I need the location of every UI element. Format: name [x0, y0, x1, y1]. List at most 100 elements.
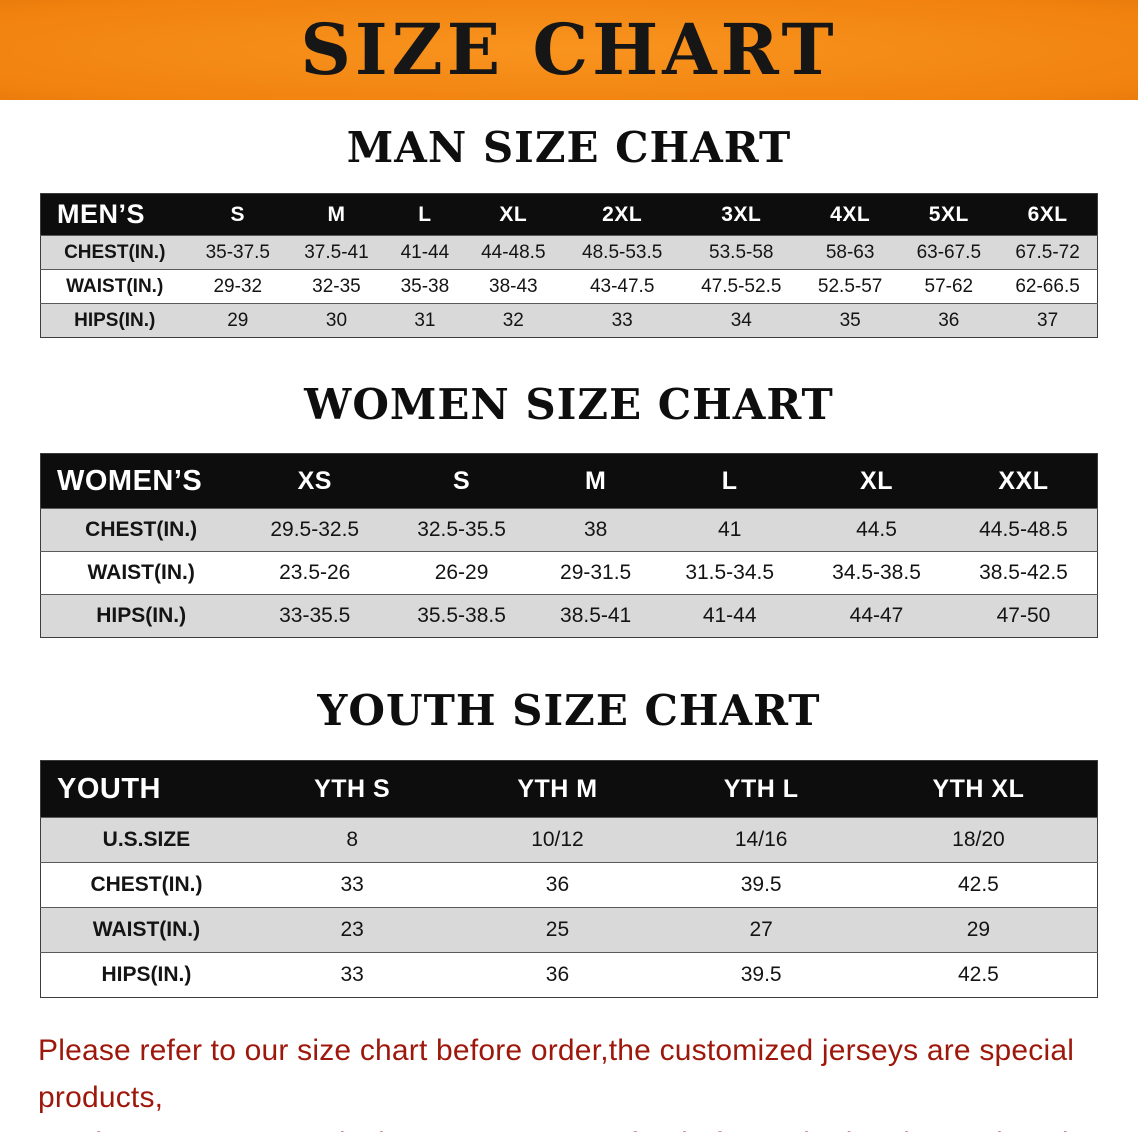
size-value: 42.5	[859, 862, 1098, 908]
size-value: 41-44	[656, 594, 804, 638]
size-column-header: M	[534, 453, 657, 509]
size-value: 25	[452, 907, 663, 953]
size-value: 33	[562, 303, 682, 338]
size-value: 23.5-26	[241, 551, 389, 595]
women-size-section: WOMEN SIZE CHART WOMEN’S XS S M L XL XXL CHEST(…	[0, 384, 1138, 638]
page-title: SIZE CHART	[300, 8, 838, 91]
size-column-header: 5XL	[899, 193, 999, 236]
size-value: 10/12	[452, 817, 663, 863]
size-column-header: S	[188, 193, 288, 236]
size-value: 34.5-38.5	[803, 551, 950, 595]
size-value: 43-47.5	[562, 269, 682, 304]
size-value: 47.5-52.5	[681, 269, 801, 304]
size-value: 32.5-35.5	[388, 508, 535, 552]
size-value: 35-38	[385, 269, 464, 304]
table-row: CHEST(IN.) 33 36 39.5 42.5	[40, 862, 1098, 908]
table-row: WAIST(IN.) 23 25 27 29	[40, 907, 1098, 953]
women-size-table: WOMEN’S XS S M L XL XXL CHEST(IN.) 29.5-32.5 32.5…	[40, 453, 1098, 638]
size-column-header: YTH S	[251, 760, 453, 818]
header-row: MEN’S S M L XL 2XL 3XL 4XL 5XL 6XL	[40, 193, 1098, 236]
table-row: U.S.SIZE 8 10/12 14/16 18/20	[40, 817, 1098, 863]
size-value: 35.5-38.5	[388, 594, 535, 638]
size-value: 26-29	[388, 551, 535, 595]
size-value: 29.5-32.5	[241, 508, 389, 552]
youth-size-table-wrap: YOUTH YTH S YTH M YTH L YTH XL U.S.SIZE 8 10/12…	[0, 760, 1138, 998]
size-column-header: S	[388, 453, 535, 509]
size-value: 14/16	[662, 817, 860, 863]
table-row: HIPS(IN.) 33-35.5 35.5-38.5 38.5-41 41-44 44-…	[40, 594, 1098, 638]
table-label-header: MEN’S	[40, 193, 189, 236]
size-column-header: XL	[803, 453, 950, 509]
size-column-header: L	[656, 453, 804, 509]
disclaimer-line-2: we don’t accept cancel, change, teturn o…	[38, 1121, 1110, 1132]
size-value: 32	[463, 303, 563, 338]
size-value: 36	[452, 952, 663, 998]
size-value: 39.5	[662, 952, 860, 998]
row-label: CHEST(IN.)	[40, 862, 252, 908]
size-value: 33-35.5	[241, 594, 389, 638]
size-column-header: XS	[241, 453, 389, 509]
size-column-header: YTH L	[662, 760, 860, 818]
man-size-table: MEN’S S M L XL 2XL 3XL 4XL 5XL 6XL CHEST(IN.) 35-37…	[40, 193, 1098, 338]
row-label: HIPS(IN.)	[40, 303, 189, 338]
table-label-header: WOMEN’S	[40, 453, 242, 509]
size-value: 41-44	[385, 235, 464, 270]
size-value: 38.5-41	[534, 594, 657, 638]
size-value: 44-47	[803, 594, 950, 638]
size-value: 31	[385, 303, 464, 338]
size-column-header: M	[287, 193, 386, 236]
row-label: U.S.SIZE	[40, 817, 252, 863]
size-value: 33	[251, 952, 453, 998]
size-value: 35	[800, 303, 900, 338]
youth-size-table: YOUTH YTH S YTH M YTH L YTH XL U.S.SIZE 8 10/12…	[40, 760, 1098, 998]
size-value: 31.5-34.5	[656, 551, 804, 595]
table-row: HIPS(IN.) 33 36 39.5 42.5	[40, 952, 1098, 998]
size-column-header: L	[385, 193, 464, 236]
size-value: 44-48.5	[463, 235, 563, 270]
women-size-table-wrap: WOMEN’S XS S M L XL XXL CHEST(IN.) 29.5-32.5 32.5…	[0, 453, 1138, 638]
man-size-table-wrap: MEN’S S M L XL 2XL 3XL 4XL 5XL 6XL CHEST(IN.) 35-37…	[0, 193, 1138, 338]
size-column-header: 4XL	[800, 193, 900, 236]
table-row: HIPS(IN.) 29 30 31 32 33 34 35 36 37	[40, 303, 1098, 338]
size-value: 62-66.5	[998, 269, 1098, 304]
size-value: 29	[859, 907, 1098, 953]
header-row: YOUTH YTH S YTH M YTH L YTH XL	[40, 760, 1098, 818]
size-value: 39.5	[662, 862, 860, 908]
table-row: WAIST(IN.) 23.5-26 26-29 29-31.5 31.5-34.5 34…	[40, 551, 1098, 595]
size-column-header: YTH XL	[859, 760, 1098, 818]
size-column-header: XXL	[949, 453, 1098, 509]
size-value: 63-67.5	[899, 235, 999, 270]
size-value: 32-35	[287, 269, 386, 304]
size-value: 27	[662, 907, 860, 953]
size-value: 23	[251, 907, 453, 953]
table-row: WAIST(IN.) 29-32 32-35 35-38 38-43 43-47.5 47.…	[40, 269, 1098, 304]
size-value: 35-37.5	[188, 235, 288, 270]
women-size-chart-title: WOMEN SIZE CHART	[304, 380, 834, 429]
size-value: 29-32	[188, 269, 288, 304]
table-row: CHEST(IN.) 35-37.5 37.5-41 41-44 44-48.5 48.5…	[40, 235, 1098, 270]
row-label: WAIST(IN.)	[40, 269, 189, 304]
size-column-header: 2XL	[562, 193, 682, 236]
size-value: 58-63	[800, 235, 900, 270]
size-column-header: YTH M	[452, 760, 663, 818]
size-value: 36	[452, 862, 663, 908]
size-value: 29-31.5	[534, 551, 657, 595]
header-row: WOMEN’S XS S M L XL XXL	[40, 453, 1098, 509]
size-value: 29	[188, 303, 288, 338]
size-value: 38.5-42.5	[949, 551, 1098, 595]
size-value: 33	[251, 862, 453, 908]
size-value: 36	[899, 303, 999, 338]
size-value: 47-50	[949, 594, 1098, 638]
size-value: 53.5-58	[681, 235, 801, 270]
size-value: 38	[534, 508, 657, 552]
size-value: 37	[998, 303, 1098, 338]
size-value: 38-43	[463, 269, 563, 304]
size-value: 44.5-48.5	[949, 508, 1098, 552]
size-value: 8	[251, 817, 453, 863]
size-column-header: 3XL	[681, 193, 801, 236]
size-value: 34	[681, 303, 801, 338]
size-column-header: 6XL	[998, 193, 1098, 236]
size-value: 67.5-72	[998, 235, 1098, 270]
row-label: CHEST(IN.)	[40, 508, 242, 552]
